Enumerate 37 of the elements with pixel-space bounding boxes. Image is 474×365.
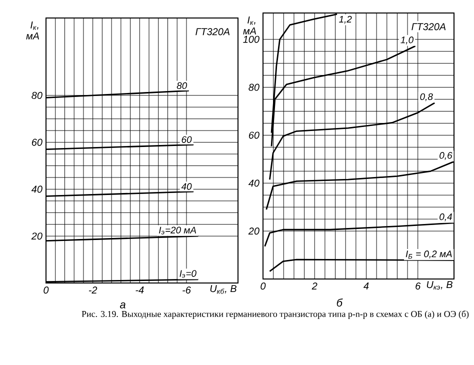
series-label: 0,6 bbox=[440, 152, 452, 160]
x-tick-label: 0 bbox=[44, 286, 49, 294]
y-axis-title: I$_{к}$, мА bbox=[243, 16, 256, 34]
text: а bbox=[120, 302, 126, 308]
x-axis-title: U$_{кб}$, В bbox=[210, 285, 236, 294]
x-tick-label: -6 bbox=[182, 286, 191, 294]
text: Рис. 3.19. Выходные характеристики германиевого транзистора типа p-n-p в схемах с ОБ (а) и ОЭ (б) bbox=[82, 310, 469, 319]
series-label: 0,8 bbox=[420, 93, 433, 102]
y-tick-label: 20 bbox=[31, 232, 42, 240]
y-axis-title: I$_{к}$, мА bbox=[26, 22, 39, 40]
y-tick-label: 40 bbox=[248, 180, 260, 187]
x-tick-label: -4 bbox=[136, 286, 144, 294]
x-tick-label: 2 bbox=[312, 282, 318, 290]
x-axis-title: U$_{кэ}$, В bbox=[426, 281, 452, 290]
series-label: I$_{э}$=20 мА bbox=[159, 226, 196, 234]
text: б bbox=[336, 298, 343, 307]
x-tick-label: -2 bbox=[88, 286, 98, 294]
series-label: 1,0 bbox=[400, 36, 414, 44]
y-tick-label: 60 bbox=[32, 138, 42, 146]
y-tick-label: 40 bbox=[31, 186, 42, 193]
series-label: 40 bbox=[181, 183, 192, 190]
y-tick-label: 20 bbox=[248, 228, 260, 235]
series-label: I$_{э}$=0 bbox=[180, 270, 196, 278]
y-tick-label: 80 bbox=[32, 92, 42, 99]
x-tick-label: 4 bbox=[364, 282, 369, 290]
annotation: ГТ320А bbox=[412, 23, 446, 30]
annotation: ГТ320А bbox=[196, 28, 230, 36]
series-label: 1,2 bbox=[339, 16, 352, 24]
series-label: I$_{Б}$ = 0,2 мА bbox=[406, 250, 452, 259]
series-label: 0,4 bbox=[440, 213, 452, 222]
y-tick-label: 60 bbox=[248, 132, 260, 139]
y-tick-label: 100 bbox=[243, 36, 260, 43]
x-tick-label: 0 bbox=[260, 282, 266, 290]
series-label: 60 bbox=[182, 136, 192, 143]
x-tick-label: 6 bbox=[416, 282, 421, 290]
series-label: 80 bbox=[176, 82, 188, 90]
y-tick-label: 80 bbox=[248, 84, 260, 91]
